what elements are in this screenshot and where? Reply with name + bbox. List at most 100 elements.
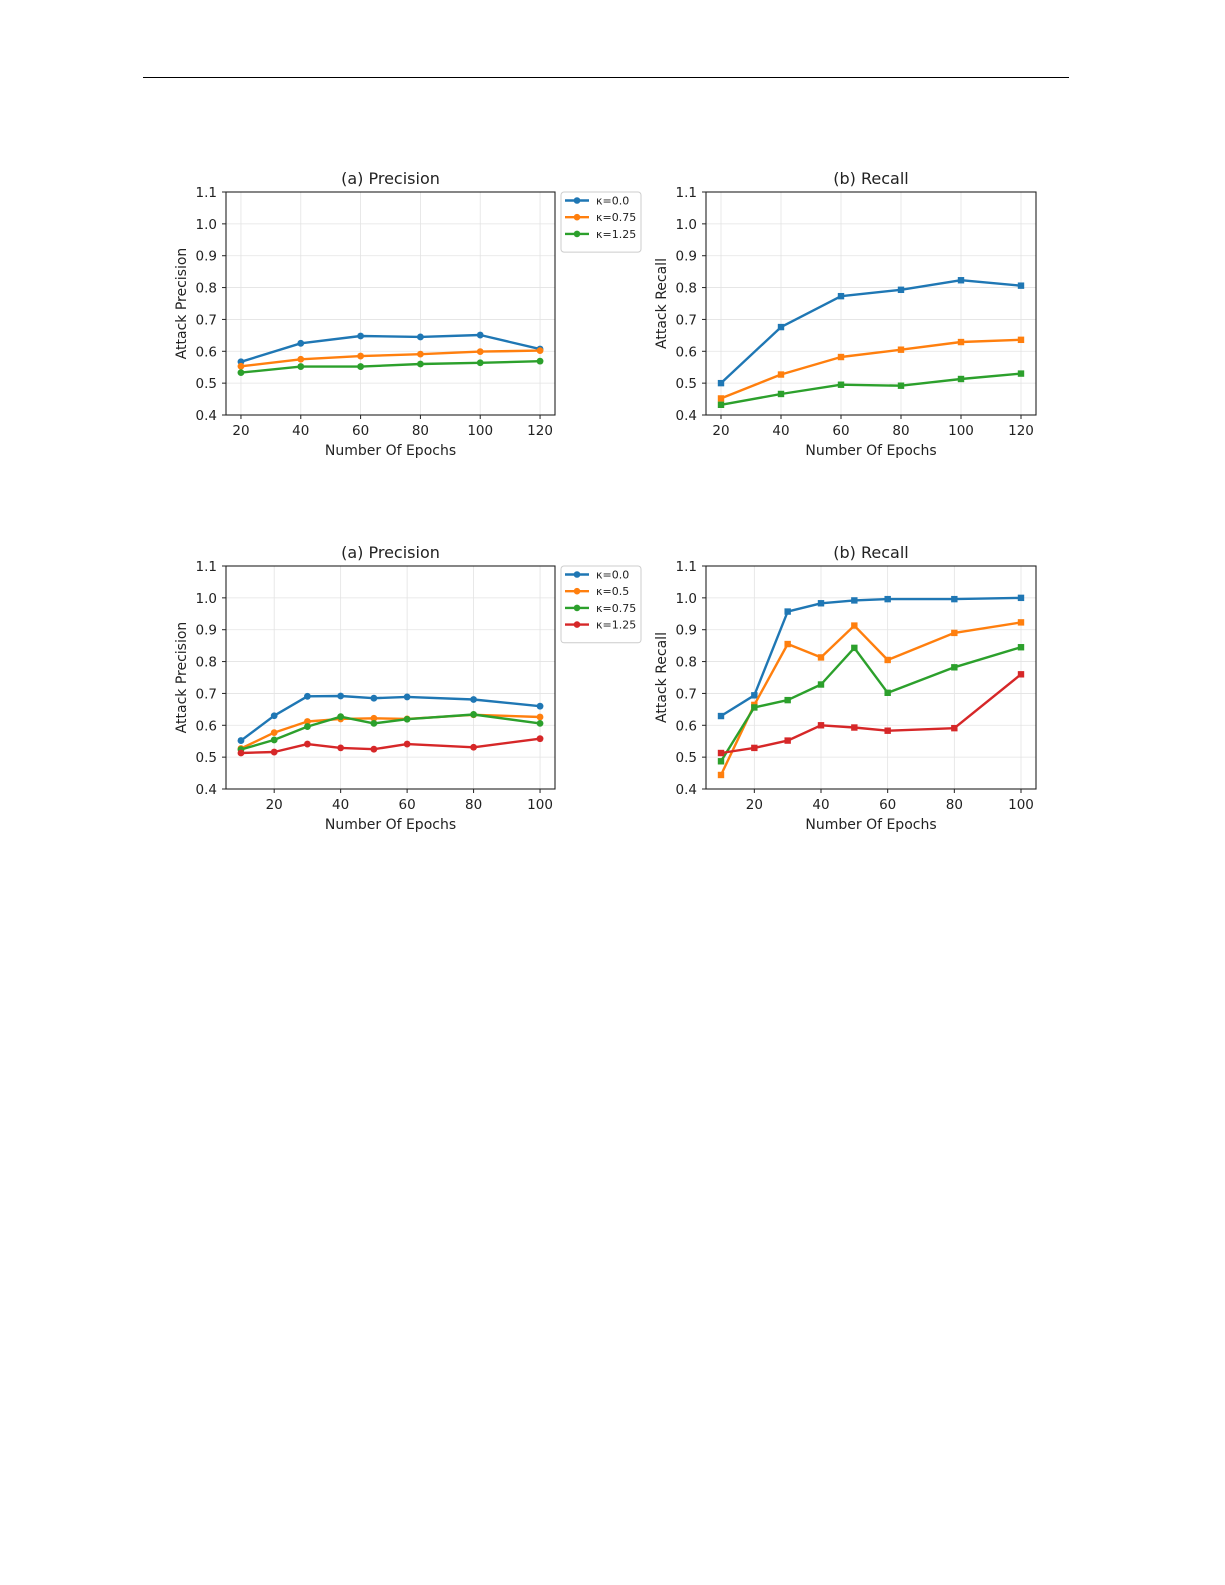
data-point	[837, 292, 845, 300]
data-point	[777, 323, 785, 331]
y-tick-label: 0.4	[676, 782, 697, 798]
x-tick-label: 80	[412, 423, 429, 439]
legend-label: κ=0.0	[596, 569, 629, 582]
series-line	[240, 737, 541, 755]
data-point	[270, 736, 278, 744]
data-point	[476, 348, 484, 356]
y-tick-label: 0.6	[676, 344, 697, 360]
data-point	[1017, 594, 1025, 602]
y-tick-label: 0.5	[676, 750, 697, 766]
data-point	[751, 744, 758, 752]
y-tick-label: 0.9	[676, 249, 697, 265]
x-tick-label: 20	[266, 797, 283, 813]
series-line	[240, 360, 541, 374]
legend-marker	[573, 604, 581, 612]
data-point	[403, 740, 411, 748]
data-point	[304, 692, 311, 700]
y-axis-label: Attack Recall	[654, 258, 670, 349]
y-tick-label: 0.9	[196, 249, 217, 265]
x-axis-label: Number Of Epochs	[805, 817, 936, 833]
y-tick-label: 0.9	[676, 623, 697, 639]
data-point	[1017, 370, 1025, 377]
y-tick-label: 1.0	[196, 217, 217, 233]
series-3	[717, 370, 1025, 409]
data-point	[817, 722, 825, 729]
data-point	[270, 729, 278, 737]
x-tick-label: 80	[465, 797, 482, 813]
y-axis-label: Attack Precision	[174, 622, 190, 734]
data-point	[536, 713, 544, 721]
y-tick-label: 0.7	[196, 312, 217, 328]
data-point	[237, 369, 245, 377]
data-point	[817, 600, 825, 607]
series-line	[720, 596, 1022, 718]
x-tick-label: 40	[812, 797, 829, 813]
series-line	[719, 646, 1022, 762]
data-point	[751, 704, 758, 711]
x-tick-label: 20	[712, 423, 729, 439]
data-point	[817, 681, 825, 688]
series-line	[240, 349, 541, 368]
series-1	[717, 594, 1025, 720]
series-1	[237, 692, 544, 744]
x-axis-label: Number Of Epochs	[325, 443, 456, 459]
x-tick-label: 80	[892, 423, 909, 439]
data-point	[851, 724, 858, 731]
legend-label: κ=1.25	[596, 619, 636, 632]
legend-marker	[573, 587, 581, 595]
series-3	[717, 644, 1025, 765]
data-point	[717, 749, 725, 757]
legend-marker	[573, 621, 581, 628]
series-2	[237, 347, 544, 370]
data-point	[851, 597, 858, 604]
legend-marker	[573, 230, 581, 238]
y-tick-label: 0.8	[196, 655, 217, 671]
data-point	[237, 362, 245, 370]
data-point	[470, 743, 477, 751]
data-point	[784, 608, 791, 615]
data-point	[957, 277, 965, 284]
x-tick-label: 60	[352, 423, 369, 439]
grid	[706, 191, 1036, 416]
data-point	[270, 712, 278, 720]
data-point	[370, 714, 378, 722]
data-point	[951, 629, 958, 637]
data-point	[476, 331, 484, 339]
data-point	[536, 702, 544, 710]
x-tick-label: 40	[332, 797, 349, 813]
data-point	[957, 375, 965, 383]
x-tick-label: 60	[879, 797, 896, 813]
data-point	[851, 644, 858, 652]
data-point	[777, 371, 785, 378]
legend-label: κ=0.5	[596, 585, 629, 598]
y-tick-label: 0.7	[676, 312, 697, 328]
data-point	[851, 622, 858, 629]
y-tick-label: 1.1	[196, 185, 217, 201]
data-point	[337, 713, 345, 721]
x-tick-label: 40	[772, 423, 789, 439]
data-point	[237, 749, 245, 757]
data-point	[417, 360, 424, 368]
series-line	[240, 333, 541, 363]
data-point	[1017, 644, 1025, 651]
series-2	[717, 619, 1025, 779]
y-tick-label: 0.6	[676, 718, 697, 734]
data-point	[370, 719, 378, 727]
data-point	[717, 401, 725, 409]
data-point	[304, 740, 311, 748]
data-point	[751, 692, 758, 699]
x-tick-label: 100	[1008, 797, 1034, 813]
data-point	[1017, 671, 1025, 678]
data-point	[403, 715, 411, 723]
data-point	[357, 352, 364, 360]
axes-frame	[705, 191, 1037, 416]
series-3	[237, 357, 544, 377]
data-point	[957, 338, 965, 346]
x-tick-label: 120	[527, 423, 553, 439]
chart-title: (b) Recall	[833, 169, 908, 188]
y-tick-label: 1.0	[676, 217, 697, 233]
data-point	[470, 696, 477, 703]
y-tick-label: 0.6	[196, 718, 217, 734]
series-1	[717, 277, 1025, 387]
data-point	[884, 727, 891, 734]
